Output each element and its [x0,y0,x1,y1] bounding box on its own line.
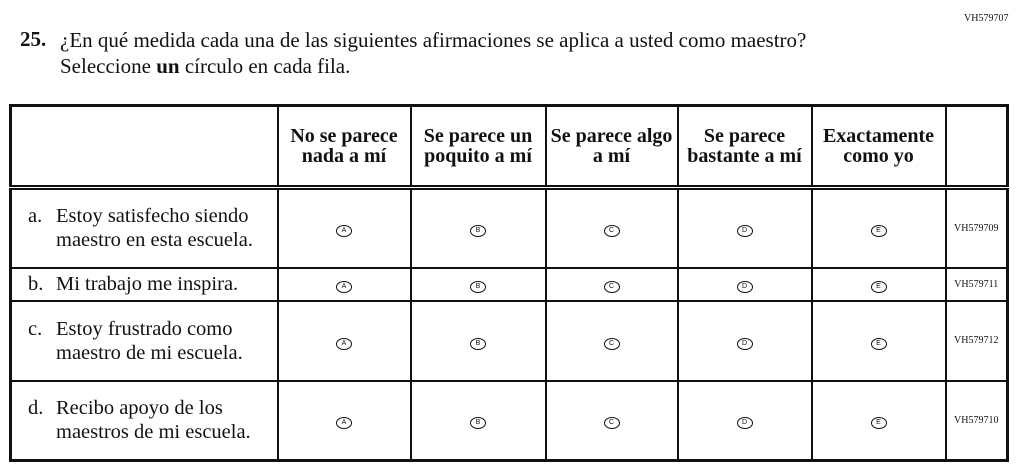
response-bubble-a[interactable]: A [336,281,352,293]
response-bubble-d[interactable]: D [736,417,753,430]
statement-text: Recibo apoyo de los maestros de mi escue… [56,397,251,444]
table-row: c. Estoy frustrado como maestro de mi esc… [9,299,1009,382]
statement-text: Mi trabajo me inspira. [56,273,239,295]
response-cell: B [409,299,547,382]
response-bubble-a[interactable]: A [336,225,352,238]
statement-label: c. [28,317,43,340]
column-header: No se parece nada a mí [276,104,412,190]
statement: a. Estoy satisfecho siendo maestro en est… [9,186,279,269]
response-bubble-e[interactable]: E [870,281,887,293]
response-cell: C [544,379,679,462]
question-text-part: círculo en cada fila. [179,54,351,78]
question-number: 25. [20,27,47,51]
response-bubble-c[interactable]: C [603,337,620,350]
statement-label: a. [28,205,43,228]
statement-text: Estoy frustrado como maestro de mi escue… [56,317,243,364]
item-code: VH579712 [944,299,1009,382]
response-bubble-e[interactable]: E [870,337,887,350]
response-cell: E [810,186,947,269]
response-bubble-e[interactable]: E [870,417,887,430]
question-text: ¿En qué medida cada una de las siguiente… [60,27,860,79]
response-bubble-d[interactable]: D [736,337,753,350]
response-cell: D [676,186,813,269]
item-code: VH579709 [944,186,1009,269]
response-cell: E [810,379,947,462]
response-bubble-d[interactable]: D [736,225,753,238]
column-header: Se parece un poquito a mí [409,104,547,190]
response-cell: C [544,266,679,302]
response-cell: D [676,266,813,302]
response-bubble-d[interactable]: D [736,281,753,293]
question-text-part: ¿En qué medida cada una de las siguiente… [60,28,807,78]
response-cell: A [276,266,412,302]
item-code: VH579710 [944,379,1009,462]
response-cell: B [409,379,547,462]
response-bubble-b[interactable]: B [470,337,486,350]
response-cell: A [276,299,412,382]
column-header: Se parece algo a mí [544,104,679,190]
table-row: d. Recibo apoyo de los maestros de mi esc… [9,379,1009,462]
column-header: Exactamente como yo [810,104,947,190]
statement: c. Estoy frustrado como maestro de mi esc… [9,299,279,382]
table-row: a. Estoy satisfecho siendo maestro en est… [9,186,1009,269]
statement-label: b. [28,273,44,295]
response-cell: E [810,299,947,382]
question-text-bold: un [156,54,180,78]
table-row: b. Mi trabajo me inspira. A B C D E VH579711 [9,266,1009,302]
header-row: No se parece nada a mí Se parece un poqu… [9,104,1009,190]
response-bubble-b[interactable]: B [470,225,486,238]
statement-label: d. [28,397,44,420]
response-table: No se parece nada a mí Se parece un poqu… [9,104,1009,462]
response-cell: D [676,299,813,382]
statement: b. Mi trabajo me inspira. [9,266,279,302]
response-cell: B [409,186,547,269]
response-bubble-b[interactable]: B [470,281,486,293]
response-bubble-a[interactable]: A [336,337,352,350]
header-blank [944,104,1009,190]
response-cell: D [676,379,813,462]
response-cell: A [276,379,412,462]
response-bubble-e[interactable]: E [870,225,887,238]
response-bubble-c[interactable]: C [603,225,620,238]
response-cell: A [276,186,412,269]
item-code: VH579711 [944,266,1009,302]
column-header: Se parece bastante a mí [676,104,813,190]
header-blank [9,104,279,190]
response-cell: B [409,266,547,302]
response-bubble-c[interactable]: C [603,281,620,293]
statement: d. Recibo apoyo de los maestros de mi esc… [9,379,279,462]
statement-text: Estoy satisfecho siendo maestro en esta … [56,205,253,252]
response-cell: C [544,186,679,269]
form-code: VH579707 [964,13,1009,24]
response-bubble-c[interactable]: C [603,417,620,430]
response-bubble-a[interactable]: A [336,417,352,430]
response-cell: C [544,299,679,382]
response-bubble-b[interactable]: B [470,417,486,430]
response-cell: E [810,266,947,302]
